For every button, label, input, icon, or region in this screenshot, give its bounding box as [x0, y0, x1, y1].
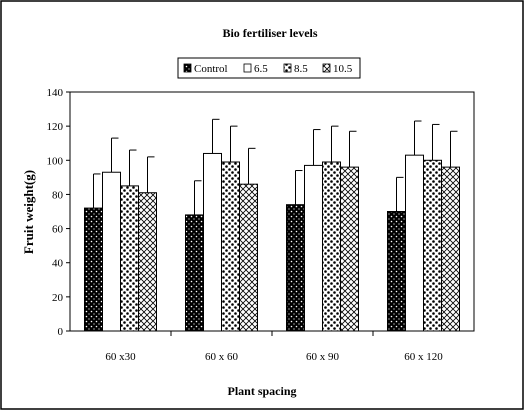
bar-10-5-4 [441, 166, 460, 332]
y-tick-label: 0 [58, 326, 64, 338]
x-tick-label: 60 x 120 [404, 351, 443, 363]
legend-label: 6.5 [254, 63, 268, 75]
bar-8-5-2 [221, 161, 240, 332]
bar-10-5-3 [340, 166, 359, 332]
y-tick-label: 60 [52, 224, 64, 236]
bar-6-5-1 [102, 171, 121, 332]
bar-6-5-3 [304, 164, 323, 332]
legend-label: 10.5 [333, 63, 353, 75]
bar-control-1 [84, 207, 103, 332]
x-tick-label: 60 x 90 [306, 351, 340, 363]
legend-label: Control [194, 63, 228, 75]
legend-swatch [322, 63, 331, 73]
x-axis-label: Plant spacing [227, 384, 296, 398]
y-tick-label: 140 [47, 87, 64, 99]
bar-10-5-1 [138, 192, 157, 332]
legend: Control 6.5 8.5 10.5 [177, 57, 361, 79]
bar-6-5-4 [405, 154, 424, 332]
chart-title: Bio fertiliser levels [222, 26, 317, 40]
y-tick-label: 20 [52, 292, 64, 304]
bar-6-5-2 [203, 152, 222, 332]
bar-10-5-2 [239, 183, 258, 332]
y-axis-label: Fruit weight(g) [21, 170, 36, 254]
bar-8-5-3 [322, 161, 341, 332]
bar-control-2 [185, 214, 204, 332]
bar-8-5-4 [423, 159, 442, 332]
legend-swatch [283, 63, 292, 73]
y-tick-label: 100 [47, 155, 64, 167]
y-tick-label: 120 [47, 121, 64, 133]
bars [84, 118, 460, 332]
x-tick-label: 60 x30 [105, 351, 136, 363]
legend-swatch [183, 63, 192, 73]
y-tick-label: 40 [52, 258, 64, 270]
legend-swatch [243, 63, 252, 73]
legend-box [177, 57, 361, 79]
axes: 0 20 40 60 80 100 120 140 60 x30 60 x 60 60 x 90 60… [47, 87, 475, 363]
bar-control-4 [387, 211, 406, 332]
bar-control-3 [286, 204, 305, 332]
bar-8-5-1 [120, 185, 139, 332]
legend-label: 8.5 [294, 63, 308, 75]
y-tick-label: 80 [52, 189, 64, 201]
x-tick-label: 60 x 60 [205, 351, 239, 363]
